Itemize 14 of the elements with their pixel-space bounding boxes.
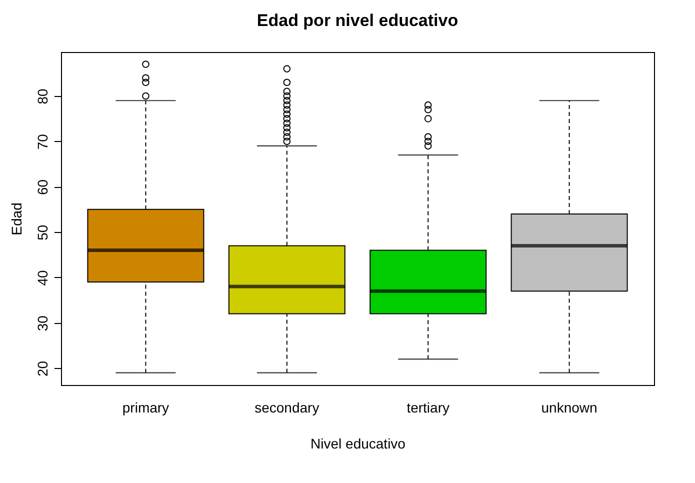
x-tick-label: tertiary bbox=[406, 400, 450, 416]
y-tick-label: 50 bbox=[34, 224, 50, 240]
y-tick-label: 30 bbox=[34, 315, 50, 332]
y-axis-title: Edad bbox=[8, 202, 24, 236]
x-tick-label: unknown bbox=[541, 400, 598, 416]
x-tick-label: primary bbox=[122, 400, 170, 416]
y-tick-label: 70 bbox=[34, 134, 50, 150]
y-tick-label: 40 bbox=[34, 270, 50, 286]
chart-title: Edad por nivel educativo bbox=[256, 11, 458, 30]
y-tick-label: 60 bbox=[34, 179, 50, 196]
x-tick-label: secondary bbox=[254, 400, 320, 416]
y-tick-label: 80 bbox=[34, 88, 50, 104]
y-tick-label: 20 bbox=[34, 360, 50, 377]
x-axis-title: Nivel educativo bbox=[310, 436, 406, 452]
